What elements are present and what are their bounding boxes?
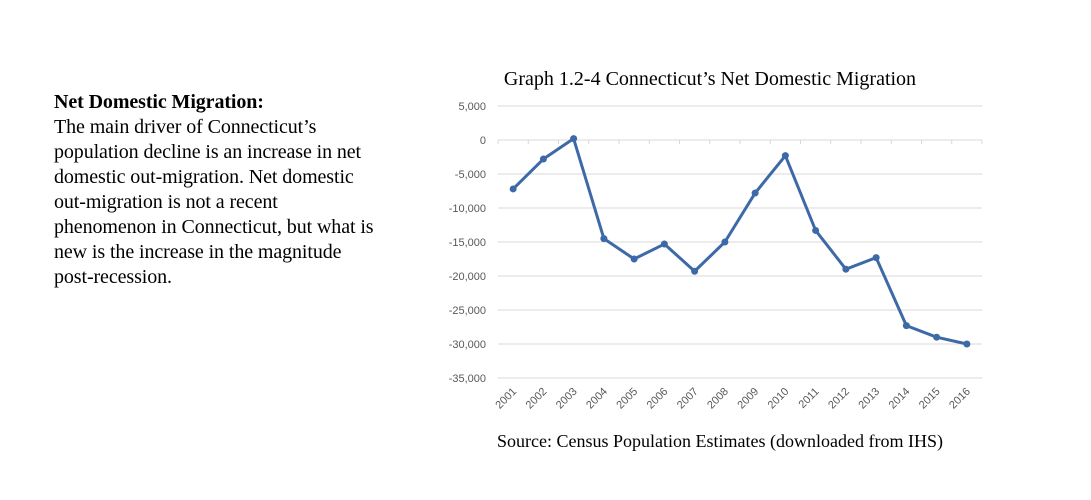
data-point [872, 254, 880, 262]
y-tick-layer: 5,000 0 -5,000 -10,000 -15,000 -20,000 -25,000… [449, 101, 486, 385]
x-tick-label: 2013 [856, 386, 882, 412]
description-text: Net Domestic Migration: The main driver … [54, 90, 384, 290]
y-tick-label: -5,000 [455, 169, 486, 181]
data-point [570, 135, 578, 143]
data-point [660, 240, 668, 248]
x-tick-label: 2010 [766, 386, 792, 412]
data-point [842, 265, 850, 273]
x-tick-label: 2016 [947, 386, 973, 412]
x-tick-label: 2011 [797, 386, 822, 411]
x-tick-label: 2005 [614, 386, 640, 412]
x-tick-label: 2015 [917, 386, 943, 412]
x-tick-layer: 2001 2002 2003 2004 2005 2006 2007 2008 2009 2010… [493, 386, 973, 412]
data-point [509, 185, 517, 193]
y-tick-label: -25,000 [449, 305, 486, 317]
line-chart: 5,000 0 -5,000 -10,000 -15,000 -20,000 -25,000… [449, 101, 983, 412]
description-body: The main driver of Connecticut’s populat… [54, 116, 374, 288]
data-point [933, 333, 941, 341]
chart-container: Graph 1.2-4 Connecticut’s Net Domestic M… [420, 64, 1000, 464]
x-tick-label: 2007 [675, 386, 701, 412]
data-point [751, 189, 759, 197]
y-tick-label: -20,000 [449, 271, 486, 283]
description-heading: Net Domestic Migration: [54, 91, 264, 113]
data-point [963, 340, 971, 348]
series-line [512, 137, 968, 346]
y-tick-label: -30,000 [449, 339, 486, 351]
data-point [721, 238, 729, 246]
x-tick-label: 2003 [554, 386, 580, 412]
y-tick-label: -35,000 [449, 373, 486, 385]
y-tick-label: 5,000 [458, 101, 486, 113]
data-point [630, 255, 638, 263]
chart-title: Graph 1.2-4 Connecticut’s Net Domestic M… [503, 68, 917, 90]
x-tick-label: 2004 [584, 386, 610, 412]
x-tick-label: 2014 [887, 386, 913, 412]
data-point [902, 322, 910, 330]
x-tick-label: 2002 [524, 386, 550, 412]
x-tick-label: 2006 [645, 386, 671, 412]
data-point [691, 267, 699, 275]
data-point [781, 152, 789, 160]
y-tick-label: 0 [480, 135, 486, 147]
data-point [600, 235, 608, 243]
y-tick-label: -15,000 [449, 237, 486, 249]
data-point [539, 155, 547, 163]
y-tick-label: -10,000 [449, 203, 486, 215]
x-tick-label: 2009 [735, 386, 761, 412]
x-tick-label: 2008 [705, 386, 731, 412]
data-point [812, 226, 820, 234]
grid-layer [497, 105, 983, 379]
series-layer [509, 135, 971, 348]
x-tick-label: 2001 [493, 386, 519, 412]
chart-source: Source: Census Population Estimates (dow… [497, 431, 943, 451]
x-tick-label: 2012 [826, 386, 852, 412]
